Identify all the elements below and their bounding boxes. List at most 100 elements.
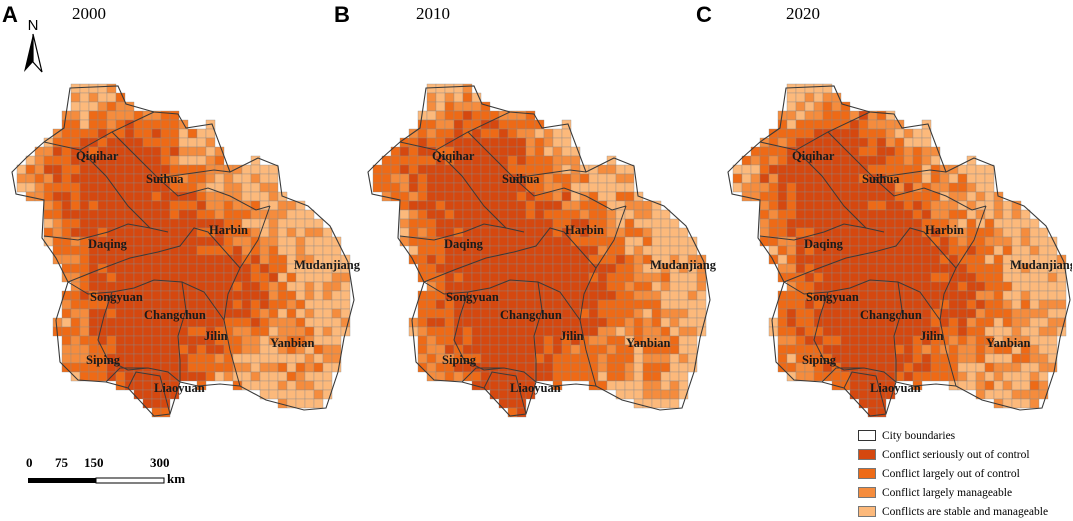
grid-cell	[259, 326, 270, 337]
grid-cell	[966, 254, 977, 265]
grid-cell	[525, 353, 536, 364]
grid-cell	[169, 128, 180, 139]
grid-cell	[552, 146, 563, 157]
grid-cell	[642, 380, 653, 391]
legend-swatch	[858, 449, 876, 460]
grid-cell	[133, 173, 144, 184]
grid-cell	[142, 137, 153, 148]
grid-cell	[1020, 398, 1031, 409]
grid-cell	[489, 173, 500, 184]
grid-cell	[426, 92, 437, 103]
grid-cell	[678, 335, 689, 346]
grid-cell	[624, 380, 635, 391]
grid-cell	[286, 245, 297, 256]
grid-cell	[561, 191, 572, 202]
grid-cell	[250, 299, 261, 310]
grid-cell	[759, 227, 770, 238]
grid-cell	[61, 191, 72, 202]
grid-cell	[633, 281, 644, 292]
grid-cell	[205, 263, 216, 274]
grid-cell	[489, 344, 500, 355]
grid-cell	[471, 209, 482, 220]
grid-cell	[160, 353, 171, 364]
grid-cell	[43, 182, 54, 193]
grid-cell	[525, 209, 536, 220]
grid-cell	[426, 83, 437, 94]
grid-cell	[196, 254, 207, 265]
grid-cell	[966, 380, 977, 391]
grid-cell	[435, 128, 446, 139]
grid-cell	[957, 236, 968, 247]
grid-cell	[1029, 326, 1040, 337]
grid-cell	[948, 308, 959, 319]
grid-cell	[115, 308, 126, 319]
grid-cell	[957, 290, 968, 301]
grid-cell	[304, 362, 315, 373]
grid-cell	[277, 263, 288, 274]
grid-cell	[426, 128, 437, 139]
grid-cell	[205, 173, 216, 184]
grid-cell	[876, 371, 887, 382]
grid-cell	[124, 335, 135, 346]
grid-cell	[984, 389, 995, 400]
grid-cell	[894, 254, 905, 265]
grid-cell	[277, 362, 288, 373]
grid-cell	[214, 317, 225, 328]
grid-cell	[417, 218, 428, 229]
grid-cell	[903, 371, 914, 382]
grid-cell	[759, 236, 770, 247]
grid-cell	[642, 353, 653, 364]
grid-cell	[426, 137, 437, 148]
grid-cell	[1002, 389, 1013, 400]
grid-cell	[615, 164, 626, 175]
grid-cell	[70, 362, 81, 373]
grid-cell	[876, 236, 887, 247]
grid-cell	[534, 263, 545, 274]
grid-cell	[696, 272, 707, 283]
grid-cell	[480, 128, 491, 139]
grid-cell	[1047, 308, 1058, 319]
grid-cell	[777, 128, 788, 139]
grid-cell	[417, 254, 428, 265]
grid-cell	[1011, 362, 1022, 373]
grid-cell	[858, 335, 869, 346]
scale-tick-label: 300	[150, 455, 170, 470]
city-boundary	[43, 111, 155, 151]
legend-label: City boundaries	[882, 429, 956, 442]
grid-cell	[903, 326, 914, 337]
grid-cell	[525, 227, 536, 238]
grid-cell	[777, 245, 788, 256]
grid-cell	[426, 254, 437, 265]
grid-cell	[232, 173, 243, 184]
grid-cell	[426, 344, 437, 355]
grid-cell	[142, 146, 153, 157]
grid-cell	[124, 155, 135, 166]
grid-cell	[822, 110, 833, 121]
grid-cell	[741, 173, 752, 184]
grid-cell	[313, 227, 324, 238]
grid-cell	[795, 173, 806, 184]
grid-cell	[1020, 380, 1031, 391]
grid-cell	[417, 146, 428, 157]
grid-cell	[322, 308, 333, 319]
grid-cell	[79, 263, 90, 274]
grid-cell	[286, 200, 297, 211]
grid-cell	[633, 371, 644, 382]
grid-cell	[435, 254, 446, 265]
grid-cell	[858, 353, 869, 364]
grid-cell	[948, 281, 959, 292]
grid-cell	[70, 263, 81, 274]
grid-cell	[151, 137, 162, 148]
grid-cell	[34, 164, 45, 175]
grid-cell	[142, 353, 153, 364]
grid-cell	[669, 227, 680, 238]
grid-cell	[678, 344, 689, 355]
grid-cell	[304, 227, 315, 238]
grid-cell	[966, 281, 977, 292]
grid-cell	[624, 236, 635, 247]
grid-cell	[426, 218, 437, 229]
grid-cell	[525, 281, 536, 292]
grid-cell	[498, 263, 509, 274]
grid-cell	[570, 353, 581, 364]
grid-cell	[435, 92, 446, 103]
